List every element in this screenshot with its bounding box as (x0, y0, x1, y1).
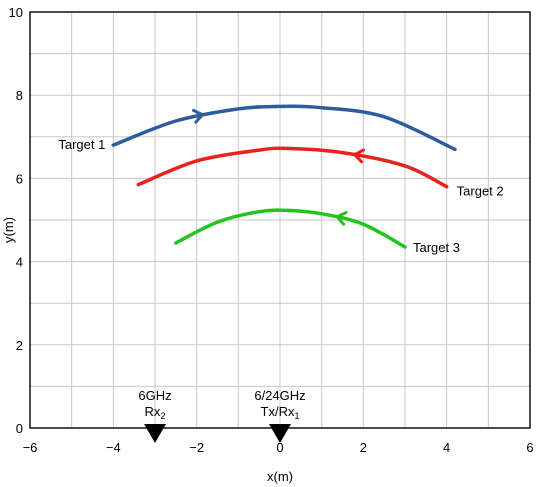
antenna-role-subscript: 2 (160, 411, 165, 421)
series-label-target-2: Target 2 (457, 184, 504, 199)
direction-arrow-target-3 (335, 211, 348, 226)
x-axis-label: x(m) (267, 469, 293, 484)
x-tick-label: −2 (189, 440, 204, 455)
antenna-role-subscript: 1 (294, 411, 299, 421)
series-label-target-3: Target 3 (413, 240, 460, 255)
x-tick-label: 4 (443, 440, 450, 455)
y-axis-label: y(m) (1, 217, 16, 243)
x-tick-label: 6 (526, 440, 533, 455)
series-layer (111, 104, 457, 249)
direction-arrow-target-1 (191, 108, 204, 124)
grid (30, 12, 530, 428)
antenna-triangle (269, 424, 291, 443)
antenna-triangle (144, 424, 166, 443)
series-line-target-3 (174, 208, 407, 249)
y-tick-label: 0 (16, 421, 23, 436)
antenna-role-main: Tx/Rx (261, 404, 295, 419)
x-tick-label: −6 (23, 440, 38, 455)
x-tick-label: 0 (276, 440, 283, 455)
y-tick-label: 8 (16, 88, 23, 103)
series-line-target-2 (136, 146, 449, 189)
y-tick-label: 6 (16, 171, 23, 186)
series-labels: Target 1 Target 2 Target 3 (58, 137, 503, 255)
series-label-target-1: Target 1 (58, 137, 105, 152)
antenna-role-main: Rx (145, 404, 161, 419)
y-tick-labels: 0 2 4 6 8 10 (9, 5, 23, 436)
antenna-frequency-label: 6GHz (138, 388, 171, 403)
y-tick-label: 2 (16, 338, 23, 353)
direction-arrow-target-2 (353, 148, 366, 164)
y-tick-label: 4 (16, 255, 23, 270)
y-tick-label: 10 (9, 5, 23, 20)
antenna-role-label: Rx2 (145, 404, 166, 421)
x-tick-label: 2 (360, 440, 367, 455)
series-line-target-1 (111, 104, 457, 152)
antenna-role-label: Tx/Rx1 (261, 404, 300, 421)
x-tick-label: −4 (106, 440, 121, 455)
antenna-frequency-label: 6/24GHz (254, 388, 305, 403)
x-tick-labels: −6 −4 −2 0 2 4 6 (23, 440, 534, 455)
